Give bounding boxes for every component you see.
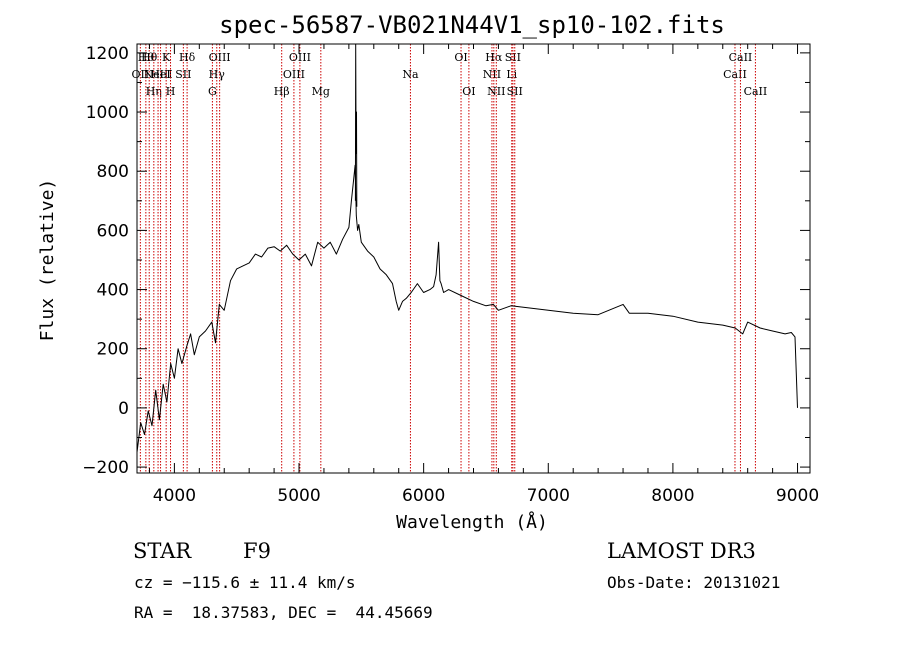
x-axis-label: Wavelength (Å) bbox=[396, 511, 548, 533]
x-tick-label-1: 5000 bbox=[277, 486, 320, 506]
series-line-0 bbox=[136, 164, 798, 453]
chart-title: spec-56587-VB021N44V1_sp10-102.fits bbox=[219, 11, 725, 39]
spectral-line-label-10: G bbox=[208, 85, 217, 98]
x-tick-label-0: 4000 bbox=[153, 486, 196, 506]
spectral-line-label-23: Li bbox=[506, 68, 517, 81]
plot-frame bbox=[136, 43, 811, 474]
series-line-1 bbox=[354, 43, 358, 207]
spectral-line-label-27: CaII bbox=[729, 51, 753, 64]
spectral-line-label-26: CaII bbox=[723, 68, 747, 81]
object-subclass: F9 bbox=[243, 539, 271, 563]
spectral-line-label-8: SII bbox=[175, 68, 191, 81]
spectral-line-label-22: NII bbox=[487, 85, 505, 98]
spectral-line-label-25: SII bbox=[507, 85, 523, 98]
spectral-line-label-16: Mg bbox=[312, 85, 330, 98]
sky-coordinates: RA = 18.37583, DEC = 44.45669 bbox=[134, 603, 433, 622]
y-tick-label-6: 1000 bbox=[86, 103, 129, 123]
spectral-line-label-28: CaII bbox=[744, 85, 768, 98]
spectral-line-label-3: Hη bbox=[146, 85, 162, 98]
spectral-line-label-14: OIII bbox=[283, 68, 305, 81]
data-release: LAMOST DR3 bbox=[607, 539, 756, 563]
spectral-line-markers: OIIHθHθHηNeIIIHeIKHSIIHδGHγOIIIHβOIIIOII… bbox=[132, 44, 768, 473]
y-tick-label-4: 600 bbox=[97, 221, 129, 241]
spectral-line-label-17: Na bbox=[402, 68, 419, 81]
spectral-line-label-9: Hδ bbox=[179, 51, 196, 64]
x-tick-label-3: 7000 bbox=[527, 486, 570, 506]
y-tick-label-5: 800 bbox=[97, 162, 129, 182]
y-tick-label-7: 1200 bbox=[86, 44, 129, 64]
x-tick-label-2: 6000 bbox=[402, 486, 445, 506]
y-tick-label-2: 200 bbox=[97, 340, 129, 360]
y-tick-label-1: 0 bbox=[118, 399, 129, 419]
spectral-line-label-19: OI bbox=[462, 85, 475, 98]
observation-date: Obs-Date: 20131021 bbox=[607, 573, 781, 592]
spectral-line-label-5: HeI bbox=[150, 68, 170, 81]
spectral-line-label-21: Hα bbox=[485, 51, 503, 64]
spectral-line-label-18: OI bbox=[454, 51, 467, 64]
spectral-line-label-13: Hβ bbox=[274, 85, 290, 98]
spectral-line-label-0: OII bbox=[132, 68, 150, 81]
spectral-line-label-11: Hγ bbox=[209, 68, 226, 81]
axis-ticks: 4000 5000 6000 7000 8000 9000 −200 0 200 400 600 80… bbox=[82, 44, 819, 506]
spectral-line-label-15: OIII bbox=[289, 51, 311, 64]
x-tick-label-5: 9000 bbox=[776, 486, 819, 506]
object-class: STAR bbox=[133, 539, 192, 563]
y-tick-label-0: −200 bbox=[82, 458, 129, 478]
spectral-line-label-24: SII bbox=[505, 51, 521, 64]
spectral-line-label-7: H bbox=[166, 85, 176, 98]
spectral-line-label-20: NII bbox=[483, 68, 501, 81]
y-axis-label: Flux (relative) bbox=[37, 179, 58, 342]
spectral-line-label-1: Hθ bbox=[138, 51, 155, 64]
spectral-line-label-6: K bbox=[162, 51, 171, 64]
y-tick-label-3: 400 bbox=[97, 281, 129, 301]
redshift-velocity: cz = −115.6 ± 11.4 km/s bbox=[134, 573, 356, 592]
spectral-line-label-12: OIII bbox=[209, 51, 231, 64]
x-tick-label-4: 8000 bbox=[651, 486, 694, 506]
spectral-line-label-4: NeIII bbox=[143, 68, 172, 81]
spectrum-series bbox=[136, 43, 798, 453]
